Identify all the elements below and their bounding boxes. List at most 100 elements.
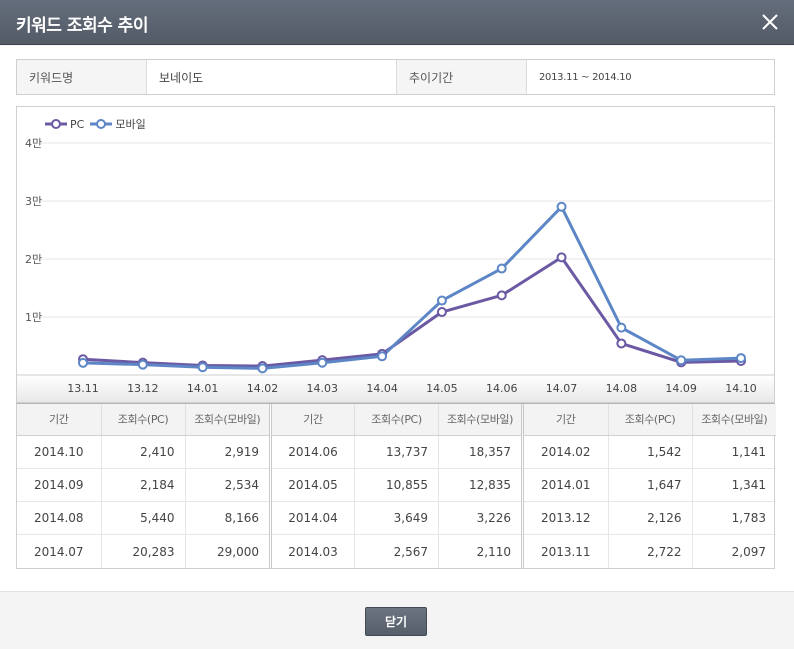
cell-mobile: 1,783 <box>692 501 776 536</box>
table-row: 2014.09 2,184 2,534 <box>17 468 269 503</box>
keyword-label: 키워드명 <box>17 60 147 94</box>
close-button[interactable]: 닫기 <box>365 607 427 636</box>
cell-period: 2014.10 <box>17 435 102 469</box>
x-tick-label: 14.05 <box>426 382 458 395</box>
col-header-pc: 조회수(PC) <box>354 404 439 436</box>
x-axis-band <box>17 375 774 402</box>
col-header-period: 기간 <box>270 404 355 436</box>
data-point-mobile <box>377 351 388 362</box>
x-tick-label: 14.09 <box>665 382 697 395</box>
keyword-value: 보네이도 <box>147 60 397 94</box>
dialog-titlebar: 키워드 조회수 추이 <box>0 0 794 45</box>
cell-period: 2014.05 <box>270 468 355 503</box>
cell-pc: 1,647 <box>608 468 693 503</box>
col-header-period: 기간 <box>17 404 102 436</box>
x-tick-label: 14.02 <box>247 382 279 395</box>
cell-period: 2013.11 <box>524 534 609 568</box>
trend-chart-svg: 1만 2만 3만 4만 13.11 13.12 14.01 14.02 14.03 14.04 14… <box>17 137 774 402</box>
col-header-mobile: 조회수(모바일) <box>692 404 776 436</box>
col-header-pc: 조회수(PC) <box>608 404 693 436</box>
dialog-footer: 닫기 <box>0 591 794 649</box>
cell-pc: 10,855 <box>354 468 439 503</box>
data-point-mobile <box>496 263 507 274</box>
data-point-mobile <box>137 359 148 370</box>
y-tick-label: 2만 <box>25 253 42 266</box>
y-tick-label: 3만 <box>25 195 42 208</box>
y-tick-label: 1만 <box>25 311 42 324</box>
cell-mobile: 12,835 <box>438 468 523 503</box>
data-point-mobile <box>556 201 567 212</box>
data-point-mobile <box>436 295 447 306</box>
y-tick-label: 4만 <box>25 137 42 150</box>
period-label: 추이기간 <box>397 60 527 94</box>
x-tick-label: 14.07 <box>546 382 578 395</box>
series-line-pc <box>82 255 742 368</box>
data-table-group-3: 기간 조회수(PC) 조회수(모바일) 2014.02 1,542 1,141 … <box>524 404 776 568</box>
legend-pc-label: PC <box>70 117 85 131</box>
cell-pc: 2,126 <box>608 501 693 536</box>
table-row: 2014.02 1,542 1,141 <box>524 435 776 469</box>
keyword-info-table: 키워드명 보네이도 추이기간 2013.11 ~ 2014.10 <box>16 59 775 95</box>
table-row: 2014.08 5,440 8,166 <box>17 501 269 536</box>
cell-mobile: 2,534 <box>185 468 269 503</box>
cell-period: 2014.09 <box>17 468 102 503</box>
legend-mobile-marker-icon <box>90 119 113 129</box>
cell-mobile: 1,141 <box>692 435 776 469</box>
cell-pc: 13,737 <box>354 435 439 469</box>
x-tick-label: 13.12 <box>127 382 159 395</box>
x-tick-label: 14.06 <box>486 382 518 395</box>
cell-period: 2013.12 <box>524 501 609 536</box>
series-line-mobile <box>82 205 742 370</box>
cell-pc: 1,542 <box>608 435 693 469</box>
legend-item-mobile[interactable]: 모바일 <box>90 116 146 132</box>
cell-period: 2014.03 <box>270 534 355 568</box>
dialog-content: 키워드명 보네이도 추이기간 2013.11 ~ 2014.10 1만 2만 3만 4… <box>0 46 794 591</box>
cell-period: 2014.02 <box>524 435 609 469</box>
x-tick-label: 14.03 <box>307 382 339 395</box>
data-point-pc <box>556 252 567 263</box>
cell-period: 2014.08 <box>17 501 102 536</box>
table-row: 2013.12 2,126 1,783 <box>524 501 776 536</box>
legend-pc-marker-icon <box>45 119 67 129</box>
data-point-pc <box>616 338 627 349</box>
x-tick-label: 14.04 <box>366 382 398 395</box>
col-header-mobile: 조회수(모바일) <box>185 404 269 436</box>
data-table-group-1: 기간 조회수(PC) 조회수(모바일) 2014.10 2,410 2,919 … <box>17 404 269 568</box>
chart-legend: PC 모바일 <box>45 116 152 132</box>
data-point-mobile <box>78 357 88 368</box>
cell-pc: 2,567 <box>354 534 439 568</box>
cell-mobile: 3,226 <box>438 501 523 536</box>
data-point-mobile <box>257 363 268 374</box>
x-tick-label: 14.10 <box>725 382 757 395</box>
data-point-mobile <box>736 353 746 364</box>
cell-pc: 2,184 <box>101 468 186 503</box>
col-header-pc: 조회수(PC) <box>101 404 186 436</box>
table-row: 2014.01 1,647 1,341 <box>524 468 776 503</box>
legend-item-pc[interactable]: PC <box>45 118 84 131</box>
cell-pc: 2,722 <box>608 534 693 568</box>
close-icon[interactable] <box>759 11 781 33</box>
period-value: 2013.11 ~ 2014.10 <box>527 60 774 94</box>
table-row: 2014.05 10,855 12,835 <box>270 468 523 503</box>
cell-mobile: 2,097 <box>731 544 766 559</box>
x-tick-label: 14.01 <box>187 382 219 395</box>
table-row: 2014.07 20,283 29,000 <box>17 534 269 568</box>
data-point-mobile <box>317 357 328 368</box>
cell-period: 2014.04 <box>270 501 355 536</box>
cell-pc: 2,410 <box>101 435 186 469</box>
data-point-mobile <box>616 322 627 333</box>
data-point-mobile <box>197 362 208 373</box>
data-point-pc <box>496 290 507 301</box>
table-row: 2014.03 2,567 2,110 <box>270 534 523 568</box>
trend-chart: 1만 2만 3만 4만 13.11 13.12 14.01 14.02 14.03 14.04 14… <box>16 106 775 403</box>
cell-mobile: 2,110 <box>476 544 511 559</box>
data-table-group-2: 기간 조회수(PC) 조회수(모바일) 2014.06 13,737 18,35… <box>269 404 524 568</box>
table-row: 2014.04 3,649 3,226 <box>270 501 523 536</box>
table-row: 2014.10 2,410 2,919 <box>17 435 269 469</box>
legend-mobile-label: 모바일 <box>115 118 146 131</box>
monthly-data-table: 기간 조회수(PC) 조회수(모바일) 2014.10 2,410 2,919 … <box>16 403 776 569</box>
table-row: 2014.06 13,737 18,357 <box>270 435 523 469</box>
cell-pc: 5,440 <box>101 501 186 536</box>
cell-mobile: 1,341 <box>692 468 776 503</box>
